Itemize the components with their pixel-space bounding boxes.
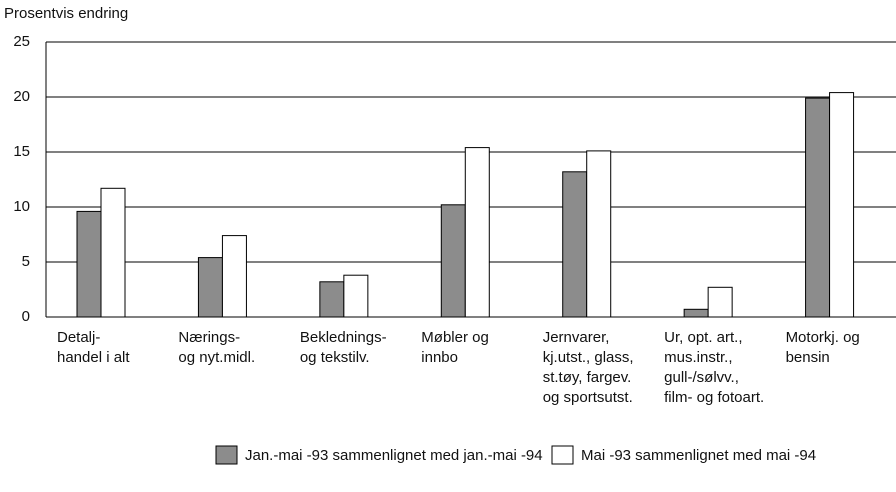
y-tick-label: 10 [13,198,30,215]
bar [197,257,223,318]
x-tick-label: gull-/sølvv., [664,369,739,386]
bar [221,235,247,318]
x-tick-label: Møbler og [421,329,489,346]
x-tick-label: Motorkj. og [786,329,860,346]
bar [343,274,369,318]
bar [562,171,588,318]
bar [683,308,709,318]
x-tick-label: st.tøy, fargev. [543,369,632,386]
y-axis-label: Prosentvis endring [4,5,128,22]
x-tick-label: film- og fotoart. [664,389,764,406]
legend-label: Jan.-mai -93 sammenlignet med jan.-mai -… [245,447,543,464]
x-tick-label: bensin [786,349,830,366]
x-tick-label: og nyt.midl. [178,349,255,366]
x-tick-label: Ur, opt. art., [664,329,742,346]
y-tick-label: 20 [13,88,30,105]
y-tick-label: 15 [13,143,30,160]
bar [440,204,466,318]
bar [319,281,345,318]
y-tick-label: 5 [22,253,30,270]
x-tick-label: og sportsutst. [543,389,633,406]
x-tick-label: handel i alt [57,349,130,366]
y-tick-label: 25 [13,33,30,50]
legend-swatch [215,445,238,465]
x-tick-label: og tekstilv. [300,349,370,366]
bar [707,286,733,318]
x-tick-label: Jernvarer, [543,329,610,346]
x-tick-label: Beklednings- [300,329,387,346]
bar [829,92,855,318]
bar [805,97,831,318]
x-tick-label: mus.instr., [664,349,732,366]
legend-label: Mai -93 sammenlignet med mai -94 [581,447,816,464]
bar [76,210,102,318]
x-tick-label: Nærings- [178,329,240,346]
y-tick-label: 0 [22,308,30,325]
x-tick-label: innbo [421,349,458,366]
bar [100,187,126,318]
x-tick-label: kj.utst., glass, [543,349,634,366]
legend-swatch [551,445,574,465]
x-tick-label: Detalj- [57,329,100,346]
bar [464,147,490,318]
bar [586,150,612,318]
